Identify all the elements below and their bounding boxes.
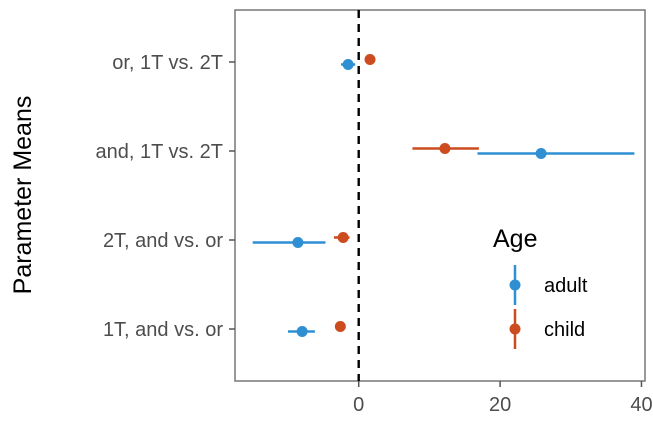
y-axis: or, 1T vs. 2T and, 1T vs. 2T 2T, and vs. o… [96,52,235,341]
data-marks [252,54,635,337]
y-tick-label: 1T, and vs. or [103,319,223,341]
point-child [337,232,349,243]
point-adult [296,326,308,337]
y-axis-title: Parameter Means [9,96,37,295]
point-adult [292,237,304,248]
x-tick-label: 0 [353,394,364,416]
legend-key-point-adult [509,279,521,291]
point-adult [535,148,547,159]
legend-title: Age [493,225,537,253]
legend: Age adult child [493,225,588,349]
point-child [439,143,451,154]
legend-label-child: child [544,319,585,341]
y-tick-label: 2T, and vs. or [103,230,223,252]
y-tick-label: and, 1T vs. 2T [96,141,223,163]
x-tick-label: 20 [489,394,511,416]
plot-panel [234,9,646,382]
point-adult [342,59,354,70]
y-tick-label: or, 1T vs. 2T [112,52,223,74]
x-axis: 0 20 40 [353,381,653,416]
x-tick-label: 40 [630,394,652,416]
point-child [334,321,346,332]
legend-key-point-child [509,323,521,335]
point-child [364,54,376,65]
legend-label-adult: adult [544,275,588,297]
